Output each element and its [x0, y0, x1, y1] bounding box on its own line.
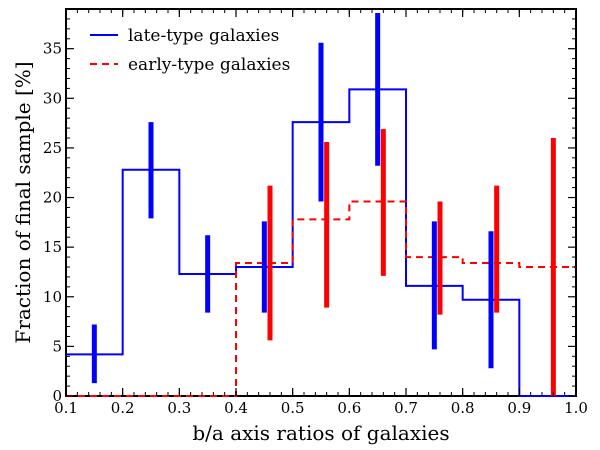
x-tick-label: 0.9: [507, 399, 531, 417]
y-tick-label: 20: [43, 189, 62, 207]
axis-ticks: 0.1 0.2 0.3 0.4 0.5 0.6 0.7 0.8 0.9 1.0 0 5 10 15 20 25…: [43, 9, 588, 417]
x-axis-title: b/a axis ratios of galaxies: [192, 421, 449, 445]
y-tick-label: 30: [43, 89, 62, 107]
x-tick-label: 0.5: [281, 399, 305, 417]
error-bars: [91, 12, 556, 396]
x-tick-label: 0.4: [224, 399, 248, 417]
histogram-step-series-1: [66, 200, 576, 397]
x-tick-label: 0.3: [167, 399, 191, 417]
x-tick-label: 0.1: [54, 399, 78, 417]
y-tick-label: 0: [52, 387, 62, 405]
legend: late-type galaxies early-type galaxies: [90, 26, 290, 75]
y-tick-label: 25: [43, 139, 62, 157]
x-tick-label: 1.0: [564, 399, 588, 417]
plot-area: [65, 8, 577, 397]
y-axis-title: Fraction of final sample [%]: [11, 61, 35, 343]
y-tick-label: 15: [43, 238, 62, 256]
x-tick-label: 0.6: [337, 399, 361, 417]
x-tick-label: 0.8: [451, 399, 475, 417]
x-tick-label: 0.2: [111, 399, 135, 417]
y-tick-label: 10: [43, 288, 62, 306]
y-tick-label: 5: [52, 337, 62, 355]
plot-frame: [65, 8, 577, 397]
legend-label-early-type: early-type galaxies: [128, 55, 290, 75]
x-tick-label: 0.7: [394, 399, 418, 417]
y-tick-label: 35: [43, 40, 62, 58]
legend-label-late-type: late-type galaxies: [128, 26, 279, 46]
